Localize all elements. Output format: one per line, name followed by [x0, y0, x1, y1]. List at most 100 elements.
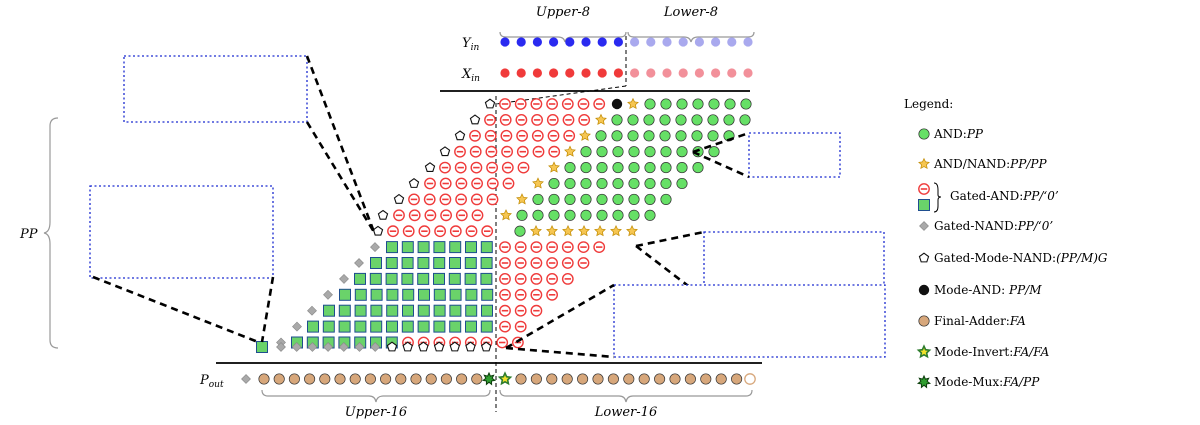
x-in-label: Xin: [461, 67, 480, 84]
gated-and-square-cell: [417, 272, 430, 285]
callout-line: [635, 244, 705, 300]
and-cell: [628, 209, 640, 221]
gated-and-square-cell: [401, 257, 414, 269]
and-cell: [644, 177, 656, 190]
gated-nand-cell: [338, 342, 349, 352]
gated-mode-nand-cell: [469, 114, 481, 125]
y-input-bit: [678, 37, 688, 47]
x-input-bit: [597, 68, 607, 78]
x-input-bit: [532, 68, 543, 78]
y-input-bit: [743, 37, 753, 47]
final-adder-bit: [715, 373, 727, 385]
callout-line: [92, 275, 259, 344]
final-adder-bit: [395, 373, 407, 385]
x-input-bit: [565, 68, 575, 78]
and-nand-cell: [548, 161, 560, 173]
legend-brace: [933, 182, 942, 213]
upper16-label: Upper-16: [345, 405, 407, 420]
gated-and-square-cell: [417, 257, 430, 269]
y-input-bit: [646, 37, 656, 47]
gated-and-square-cell: [480, 257, 493, 269]
inset-and-box: [748, 132, 841, 178]
gated-and-square-cell: [370, 288, 383, 301]
and-cell: [708, 146, 720, 158]
and-cell: [532, 209, 544, 221]
and-cell: [676, 98, 688, 110]
gated-nand-cell: [241, 374, 251, 384]
gated-nand-cell: [354, 342, 365, 352]
gated-and-square-cell: [386, 304, 399, 317]
gated-and-square-cell: [417, 320, 430, 333]
p-out-label: Pout: [199, 373, 224, 390]
final-adder-bit: [334, 373, 346, 385]
legend-item-and: AND:PP: [918, 127, 984, 141]
gated-nand-cell: [370, 242, 380, 253]
and-cell: [611, 114, 623, 126]
x-input-bit: [516, 68, 526, 78]
upper16-brace: [261, 389, 491, 403]
and-cell: [564, 209, 576, 221]
gated-and-square-cell: [385, 272, 398, 285]
gated-and-square-cell: [323, 304, 335, 317]
and-nand-cell: [578, 224, 590, 237]
gated-and-square-cell: [354, 304, 367, 317]
and-cell: [596, 193, 608, 205]
gated-and-square-cell: [449, 257, 461, 269]
final-adder-bit: [731, 373, 743, 385]
gated-nand-cell: [276, 342, 286, 352]
and-cell: [580, 146, 592, 158]
and-cell: [643, 130, 655, 142]
callout-line: [260, 276, 275, 343]
gated-mode-nand-cell: [918, 252, 930, 263]
legend-text-and: AND:PP: [933, 127, 984, 141]
y-input-bit: [532, 37, 543, 47]
legend-text-mode_invert: Mode-Invert:FA/FA: [934, 345, 1050, 359]
gated-and-square-cell: [433, 272, 445, 285]
x-input-bit: [646, 68, 656, 78]
final-adder-bit: [623, 373, 635, 385]
and-cell: [676, 177, 688, 190]
and-nand-cell: [546, 224, 558, 237]
gated-and-square-cell: [339, 288, 351, 301]
gated-and-square-cell: [465, 320, 477, 333]
gated-and-square-cell: [386, 320, 398, 333]
gated-and-square-cell: [354, 320, 367, 333]
gated-and-square-cell: [464, 257, 477, 269]
x-input-bit: [500, 68, 510, 78]
gated-nand-cell: [291, 342, 302, 352]
gated-and-square-cell: [256, 341, 268, 353]
gated-mode-nand-cell: [402, 341, 413, 352]
gated-nand-cell: [919, 221, 929, 231]
gated-mode-nand-cell: [372, 225, 384, 236]
split-diagonal-dashed: [495, 85, 627, 105]
and-cell: [660, 193, 672, 205]
legend-item-gated_mode_nand: Gated-Mode-NAND:(PP/M)G: [918, 251, 1108, 265]
y-input-bit: [500, 37, 510, 47]
gated-and-square-cell: [401, 320, 414, 333]
and-cell: [660, 98, 672, 110]
gated-and-square-cell: [354, 272, 366, 285]
and-cell: [644, 146, 656, 158]
gated-and-square-cell: [433, 320, 446, 333]
and-cell: [708, 98, 720, 110]
callout-line: [692, 150, 750, 179]
and-cell: [723, 114, 735, 126]
legend-item-mode_invert: Mode-Invert:FA/FA: [916, 344, 1050, 359]
and-cell: [724, 98, 736, 110]
and-cell: [675, 114, 687, 126]
y-input-bit: [597, 37, 607, 47]
and-cell: [612, 146, 624, 158]
final-adder-bit: [273, 373, 285, 385]
x-input-bit: [662, 68, 672, 78]
and-cell: [612, 193, 624, 205]
and-cell: [596, 146, 608, 158]
gated-and-square-cell: [449, 288, 462, 301]
and-cell: [580, 193, 592, 205]
gated-and-square-cell: [480, 272, 493, 285]
and-nand-cell: [530, 224, 542, 237]
upper8-label: Upper-8: [536, 5, 590, 20]
final-adder-bit: [425, 373, 437, 385]
y-input-bit: [727, 37, 737, 47]
gated-mode-nand-cell: [424, 162, 436, 173]
gated-and-square-cell: [481, 304, 493, 317]
